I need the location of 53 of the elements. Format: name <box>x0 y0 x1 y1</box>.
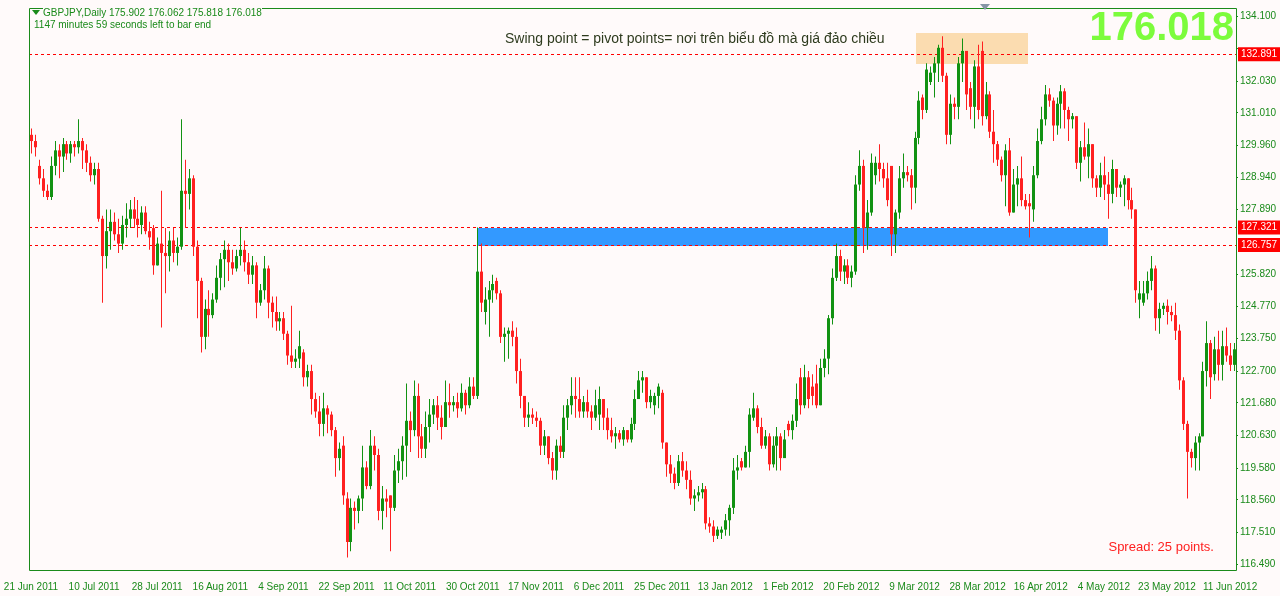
x-tick-label: 25 Dec 2011 <box>634 580 691 592</box>
ref-line-label: 126.757 <box>1240 238 1278 250</box>
x-tick-label: 17 Nov 2011 <box>507 580 565 592</box>
candlestick <box>290 305 293 368</box>
ref-line-label: 127.321 <box>1240 221 1278 233</box>
x-tick-label: 11 Jun 2012 <box>1202 580 1258 592</box>
y-tick-label: 128.940 <box>1240 170 1277 182</box>
x-tick-label: 28 Mar 2012 <box>949 580 1007 592</box>
y-tick-label: 122.700 <box>1240 364 1277 376</box>
y-tick-label: 125.820 <box>1240 267 1277 279</box>
text: 1147 minutes 59 seconds left to bar end <box>34 19 212 30</box>
x-tick-label: 22 Sep 2011 <box>318 580 375 592</box>
x-tick-label: 21 Jun 2011 <box>3 580 59 592</box>
candlestick <box>448 383 451 418</box>
x-tick-label: 6 Dec 2011 <box>573 580 625 592</box>
annotation: 176.018 <box>1089 4 1234 49</box>
y-tick-label: 116.490 <box>1240 557 1276 569</box>
x-tick-label: 4 Sep 2011 <box>258 580 310 592</box>
x-tick-label: 9 Mar 2012 <box>889 580 941 592</box>
x-tick-label: 30 Oct 2011 <box>445 580 501 592</box>
y-tick-label: 127.890 <box>1240 203 1277 215</box>
x-tick-label: 11 Oct 2011 <box>383 580 437 592</box>
y-tick-label: 121.680 <box>1240 396 1277 408</box>
x-tick-label: 10 Jul 2011 <box>68 580 120 592</box>
ref-line-label: 132.891 <box>1240 48 1278 60</box>
y-tick-label: 118.560 <box>1240 493 1276 505</box>
candlestick <box>503 327 506 362</box>
x-tick-label: 16 Aug 2011 <box>192 580 249 592</box>
annotation: Spread: 25 points. <box>1108 539 1214 554</box>
y-tick-label: 132.030 <box>1240 74 1277 86</box>
y-tick-label: 129.960 <box>1240 139 1277 151</box>
chart-title: GBPJPY,Daily 175.902 176.062 175.818 176.018 <box>43 7 262 18</box>
candlestick <box>507 327 510 359</box>
candlestick <box>160 190 163 328</box>
x-tick-label: 20 Feb 2012 <box>823 580 880 592</box>
y-tick-label: 123.750 <box>1240 332 1277 344</box>
x-tick-label: 13 Jan 2012 <box>697 580 754 592</box>
x-tick-label: 23 May 2012 <box>1138 580 1197 592</box>
candlestick <box>184 159 187 229</box>
y-tick-label: 119.580 <box>1240 461 1276 473</box>
y-tick-label: 134.100 <box>1240 10 1277 22</box>
annotation: Swing point = pivot points= nơi trên biểu đồ mà giá đảo chiều <box>505 30 885 46</box>
y-tick-label: 131.010 <box>1240 106 1277 118</box>
x-tick-label: 28 Jul 2011 <box>131 580 184 592</box>
x-tick-label: 1 Feb 2012 <box>763 580 815 592</box>
y-tick-label: 124.770 <box>1240 300 1277 312</box>
y-tick-label: 120.630 <box>1240 429 1277 441</box>
candlestick <box>574 377 577 418</box>
y-tick-label: 117.510 <box>1240 526 1276 538</box>
x-tick-label: 4 May 2012 <box>1077 580 1131 592</box>
candlestick <box>164 228 167 294</box>
x-tick-label: 16 Apr 2012 <box>1013 580 1069 592</box>
candlestick <box>1028 193 1031 238</box>
